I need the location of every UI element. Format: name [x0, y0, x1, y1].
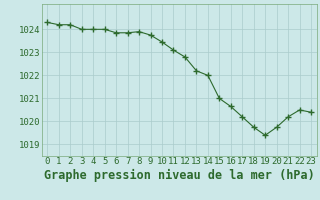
X-axis label: Graphe pression niveau de la mer (hPa): Graphe pression niveau de la mer (hPa) — [44, 169, 315, 182]
